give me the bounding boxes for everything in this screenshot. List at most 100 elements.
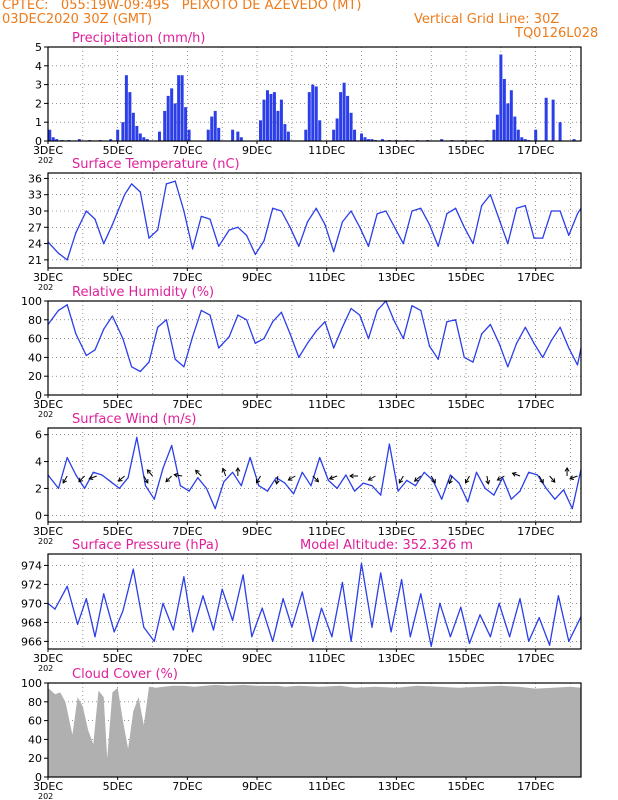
wind-arrow-head — [314, 477, 320, 483]
precip-bar — [523, 139, 527, 141]
wind-arrow-head — [194, 469, 200, 475]
press-xtick-label: 7DEC — [172, 652, 202, 665]
humid-point — [245, 319, 248, 321]
temp-point — [437, 245, 439, 247]
press-point — [103, 593, 105, 595]
wind-arrow — [78, 475, 85, 483]
humid-point — [218, 347, 220, 349]
temp-point — [576, 213, 579, 215]
humid-title: Relative Humidity (%) — [72, 285, 214, 300]
press-ytick-label: 974 — [21, 559, 42, 572]
humid-xtick-label: 5DEC — [103, 398, 133, 411]
humid-frame — [47, 300, 582, 396]
wind-point — [423, 471, 425, 473]
temp-point — [341, 221, 343, 223]
press-point — [380, 572, 382, 574]
header-grid-line-note: Vertical Grid Line: 30Z — [414, 12, 560, 27]
temp-point — [289, 226, 291, 228]
temp-point — [254, 253, 256, 256]
precip-bar — [77, 139, 81, 141]
humid-point — [306, 342, 309, 344]
wind-point — [536, 474, 539, 476]
temp-point — [411, 210, 413, 212]
press-point — [519, 598, 521, 600]
precip-bar — [544, 97, 548, 141]
temp-point — [550, 210, 552, 212]
temp-series-line — [47, 180, 582, 261]
humid-xtick-label: 15DEC — [447, 398, 484, 411]
wind-point — [266, 490, 269, 492]
precip-bar — [279, 99, 283, 141]
press-point — [232, 619, 234, 622]
temp-point — [174, 180, 176, 182]
cloud-title: Cloud Cover (%) — [72, 667, 178, 682]
wind-arrow — [430, 475, 436, 484]
temp-year-label: 202 — [38, 283, 53, 292]
press-point — [212, 629, 215, 631]
precip-bar — [163, 110, 167, 141]
precip-ytick-label: 3 — [35, 79, 42, 92]
humid-point — [315, 330, 317, 332]
temp-point — [542, 237, 544, 239]
wind-point — [493, 494, 495, 496]
press-point — [508, 636, 511, 638]
press-point — [538, 617, 540, 619]
precip-bar — [516, 129, 520, 141]
wind-arrow-head — [496, 476, 502, 481]
temp-point — [515, 207, 518, 209]
temp-point — [533, 237, 535, 239]
precip-bar — [269, 94, 273, 141]
precip-bar — [304, 129, 308, 141]
wind-arrow — [448, 475, 453, 484]
press-xtick-label: 3DEC — [33, 652, 63, 665]
wind-arrow — [89, 475, 97, 480]
press-xtick-label: 11DEC — [308, 652, 345, 665]
precip-bar — [109, 139, 113, 141]
wind-point — [214, 507, 216, 510]
press-point — [251, 636, 253, 638]
temp-point — [367, 245, 370, 247]
humid-point — [489, 323, 492, 326]
humid-point — [550, 339, 552, 342]
wind-arrow-head — [144, 478, 149, 484]
precip-bar — [239, 137, 243, 141]
wind-point — [240, 485, 242, 487]
precip-bar — [231, 129, 235, 141]
precip-xtick-label: 7DEC — [172, 144, 202, 157]
press-xtick-label: 9DEC — [242, 652, 272, 665]
wind-point — [449, 474, 451, 476]
wind-arrow-head — [431, 478, 436, 484]
precip-bar — [307, 92, 311, 141]
precip-bar — [572, 139, 576, 141]
precip-xtick-label: 17DEC — [517, 144, 554, 157]
humid-point — [263, 338, 265, 340]
precip-bar — [173, 103, 177, 141]
wind-point — [301, 471, 303, 473]
humid-point — [228, 336, 230, 338]
humid-point — [472, 361, 474, 363]
humid-point — [568, 347, 570, 349]
wind-arrow-head — [485, 479, 491, 485]
humid-point — [148, 361, 150, 363]
temp-xtick-label: 13DEC — [378, 271, 415, 284]
press-point — [468, 642, 471, 644]
press-point — [301, 591, 303, 593]
temp-point — [446, 213, 448, 215]
precip-bar — [145, 139, 149, 141]
precip-bar — [180, 75, 184, 141]
wind-point — [197, 477, 199, 479]
precip-bar — [363, 137, 367, 141]
press-ytick-label: 970 — [21, 597, 42, 610]
wind-xtick-label: 15DEC — [447, 525, 484, 538]
precip-bar — [380, 139, 384, 141]
press-point — [261, 607, 263, 609]
temp-point — [200, 215, 202, 218]
temp-point — [183, 210, 185, 212]
wind-point — [345, 474, 347, 476]
wind-point — [179, 485, 181, 487]
precip-bar — [558, 122, 562, 141]
cloud-frame — [47, 682, 582, 778]
precip-bar — [236, 131, 240, 141]
wind-point — [327, 479, 330, 481]
press-xtick-label: 13DEC — [378, 652, 415, 665]
